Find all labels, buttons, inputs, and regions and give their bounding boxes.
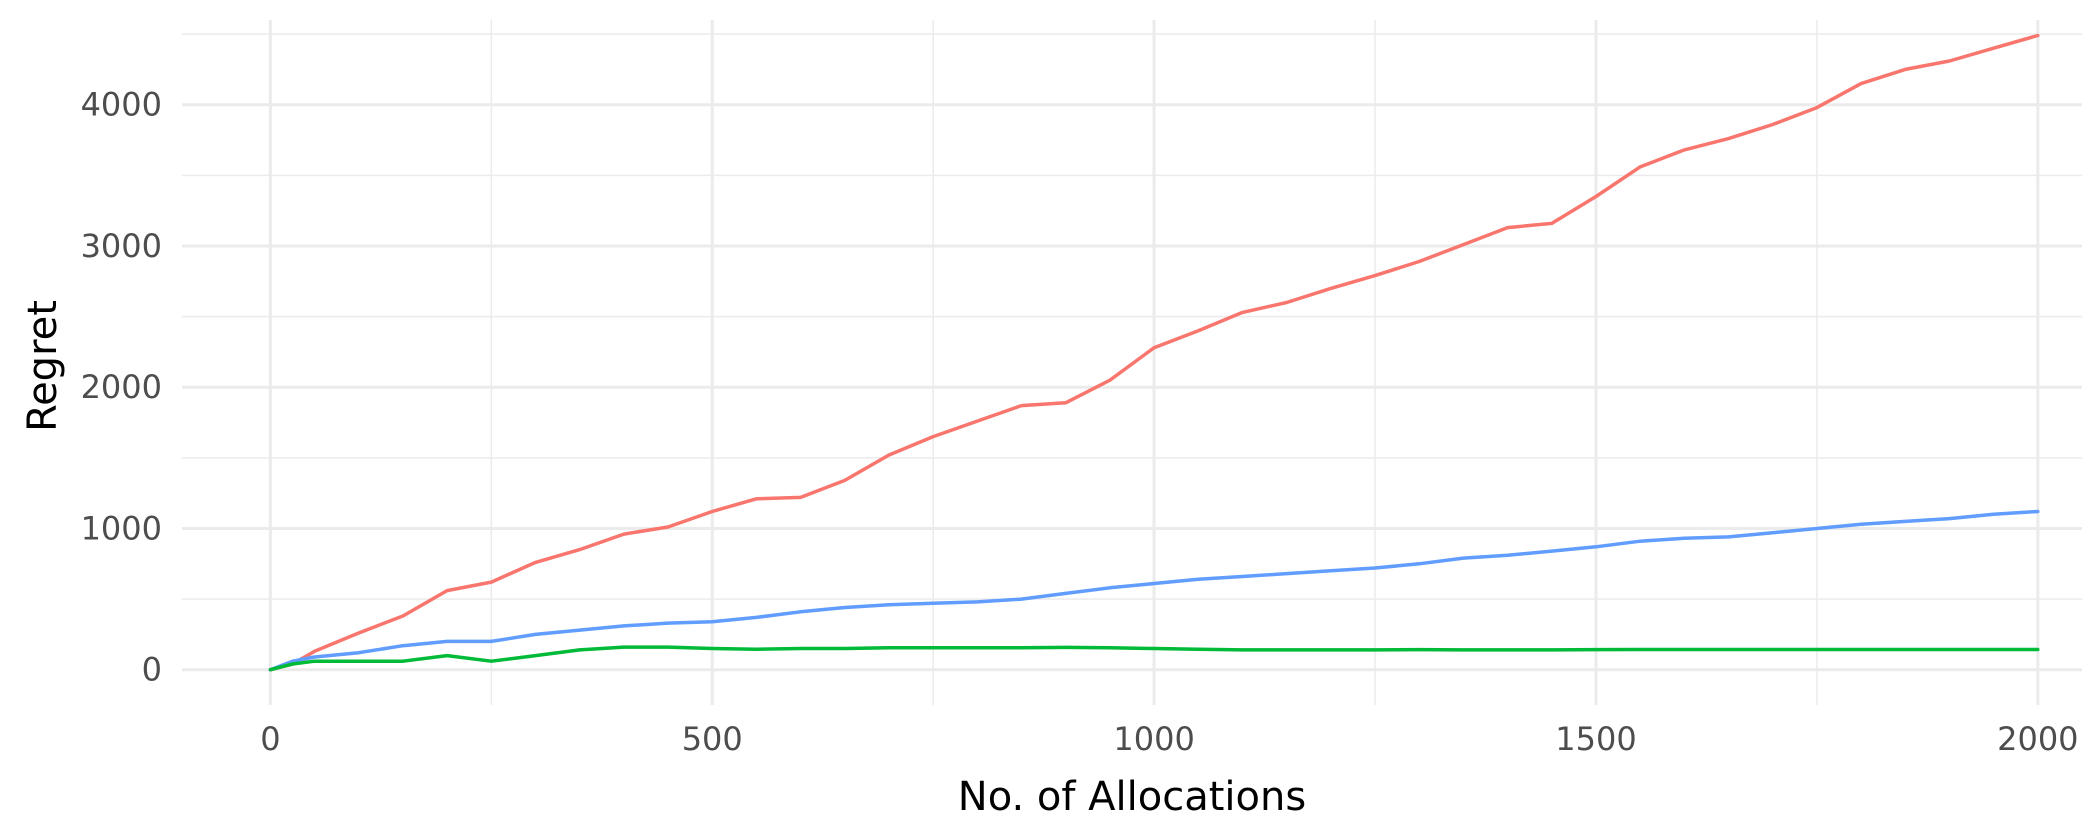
x-tick-label: 1500	[1555, 720, 1636, 758]
x-axis-title: No. of Allocations	[958, 774, 1306, 820]
grid-layer	[182, 20, 2082, 705]
series-line-1	[268, 33, 2040, 672]
series-line-3	[268, 645, 2040, 672]
x-tick-label: 2000	[1997, 720, 2078, 758]
x-tick-label: 500	[682, 720, 743, 758]
x-tick-label: 0	[260, 720, 280, 758]
y-axis-title: Regret	[20, 300, 66, 432]
y-tick-label: 0	[142, 651, 162, 689]
y-tick-label: 2000	[81, 368, 162, 406]
y-tick-label: 4000	[81, 86, 162, 124]
y-tick-label: 3000	[81, 227, 162, 265]
x-tick-label: 1000	[1113, 720, 1194, 758]
y-tick-label: 1000	[81, 509, 162, 547]
series-line-2	[268, 509, 2040, 672]
tick-label-layer: 0 500 1000 1500 2000 0 1000 2000 3000 4000	[81, 86, 2079, 758]
series-layer	[268, 33, 2040, 672]
